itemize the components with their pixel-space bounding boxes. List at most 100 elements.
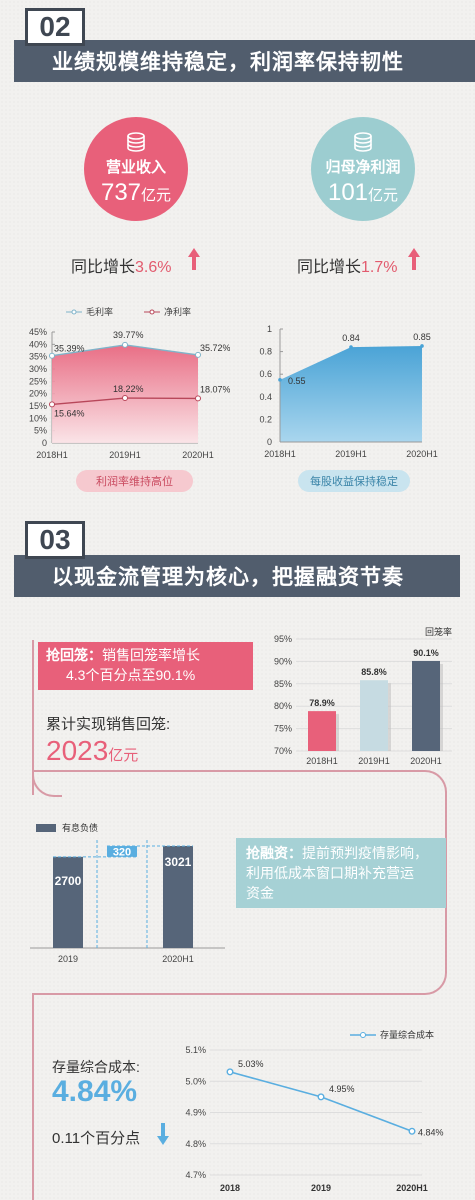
collection-cum-label: 累计实现销售回笼: <box>46 716 171 733</box>
x-tick-label: 2020H1 <box>396 1183 428 1193</box>
collection-cum-value: 2023亿元 <box>46 735 139 766</box>
profit-circle: 归母净利润 101亿元 <box>311 117 415 221</box>
y-tick-label: 1 <box>267 324 272 334</box>
data-label: 35.39% <box>54 344 85 354</box>
profit-label: 归母净利润 <box>325 158 401 176</box>
y-tick-label: 95% <box>274 634 292 644</box>
y-tick-label: 75% <box>274 724 292 734</box>
legend-swatch <box>36 824 56 832</box>
x-tick-label: 2020H1 <box>182 450 214 460</box>
bar <box>53 856 83 948</box>
x-tick-label: 2018 <box>220 1183 240 1193</box>
data-label: 4.84% <box>418 1127 444 1137</box>
revenue-yoy: 同比增长3.6% <box>71 259 172 276</box>
financing-box: 抢融资：提前预判疫情影响， 利用低成本窗口期补充营运 资金 <box>236 838 446 908</box>
legend-marker <box>360 1032 366 1038</box>
data-label: 5.03% <box>238 1059 264 1069</box>
data-label: 320 <box>113 846 131 858</box>
cost-label: 存量综合成本: <box>52 1059 140 1075</box>
data-point <box>317 1093 325 1101</box>
x-tick-label: 2020H1 <box>410 756 442 766</box>
y-tick-label: 80% <box>274 701 292 711</box>
x-tick-label: 2018H1 <box>264 449 296 459</box>
data-label: 15.64% <box>54 408 85 418</box>
cost-value: 4.84% <box>52 1075 138 1108</box>
data-point <box>195 351 201 358</box>
data-label: 78.9% <box>309 698 335 708</box>
arrow-down-icon <box>157 1123 169 1145</box>
y-tick-label: 5% <box>34 426 47 436</box>
section-title-banner: 业绩规模维持稳定，利润率保持韧性 <box>14 40 475 82</box>
eps-caption-pill: 每股收益保持稳定 <box>298 470 410 492</box>
arrow-up-icon <box>408 248 420 270</box>
x-tick-label: 2019H1 <box>335 449 367 459</box>
x-tick-label: 2019H1 <box>358 756 390 766</box>
x-tick-label: 2019 <box>58 954 78 964</box>
legend-label: 净利率 <box>164 306 191 317</box>
data-point <box>49 352 55 359</box>
margin-line-chart: 45% 40% 35% 30% 25% 20% 15% 10% 5% 0 35.39% 39.77% 3… <box>29 306 230 460</box>
section-title-banner: 以现金流管理为核心，把握融资节奏 <box>14 555 460 597</box>
y-tick-label: 45% <box>29 327 47 337</box>
y-tick-label: 5.0% <box>185 1076 206 1086</box>
profit-value: 101亿元 <box>327 178 399 206</box>
y-tick-label: 10% <box>29 413 47 423</box>
y-tick-label: 0.4 <box>259 392 272 402</box>
chart-title: 回笼率 <box>425 626 452 637</box>
y-tick-label: 4.9% <box>185 1108 206 1118</box>
financing-tag: 抢融资： <box>246 845 302 861</box>
data-point <box>226 1068 234 1076</box>
data-point <box>122 341 128 348</box>
y-tick-label: 20% <box>29 389 47 399</box>
data-point <box>195 395 201 402</box>
y-tick-label: 85% <box>274 679 292 689</box>
y-tick-label: 0.8 <box>259 347 272 357</box>
data-label: 85.8% <box>361 667 387 677</box>
data-point <box>349 345 353 349</box>
frame-curve <box>32 770 447 995</box>
collection-box: 抢回笼：销售回笼率增长 4.3个百分点至90.1% <box>38 642 253 690</box>
data-label: 18.22% <box>113 384 144 394</box>
y-tick-label: 25% <box>29 376 47 386</box>
section-number-text: 02 <box>39 11 71 42</box>
profit-yoy: 同比增长1.7% <box>297 259 398 276</box>
legend-label: 有息负债 <box>62 822 98 833</box>
y-tick-label: 15% <box>29 401 47 411</box>
collection-line1: 抢回笼：销售回笼率增长 <box>46 647 200 663</box>
x-tick-label: 2020H1 <box>406 449 438 459</box>
y-tick-label: 4.7% <box>185 1170 206 1180</box>
revenue-label: 营业收入 <box>105 158 166 176</box>
collection-line2: 4.3个百分点至90.1% <box>66 667 196 683</box>
bar <box>163 846 193 948</box>
data-label: 90.1% <box>413 648 439 658</box>
data-point <box>408 1127 416 1135</box>
y-tick-label: 70% <box>274 746 292 756</box>
x-tick-label: 2019H1 <box>109 450 141 460</box>
x-tick-label: 2020H1 <box>162 954 194 964</box>
legend-marker <box>71 309 77 315</box>
data-label: 0.85 <box>413 332 431 342</box>
data-point <box>122 395 128 402</box>
data-label: 4.95% <box>329 1084 355 1094</box>
data-label: 18.07% <box>200 384 230 394</box>
x-tick-label: 2018H1 <box>36 450 68 460</box>
y-tick-label: 5.1% <box>185 1045 206 1055</box>
eps-area <box>280 345 422 442</box>
section-title: 以现金流管理为核心，把握融资节奏 <box>52 566 404 589</box>
margin-caption-pill: 利润率维持高位 <box>76 470 193 492</box>
bar <box>360 680 388 751</box>
arrow-up-icon <box>188 248 200 270</box>
y-tick-label: 0.2 <box>259 414 272 424</box>
section-number-text: 03 <box>39 524 71 555</box>
y-tick-label: 0.6 <box>259 369 272 379</box>
eps-area-chart: 1 0.8 0.6 0.4 0.2 0 0.55 0.84 0.85 2018H1 2019H1 20… <box>259 324 438 459</box>
coins-icon <box>127 131 145 152</box>
data-point <box>278 378 282 382</box>
coins-icon <box>354 131 372 152</box>
data-label: 39.77% <box>113 330 144 340</box>
y-tick-label: 90% <box>274 656 292 666</box>
frame-line <box>32 995 34 1200</box>
data-label: 2700 <box>55 874 82 888</box>
gross-margin-area <box>52 344 198 443</box>
data-label: 0.55 <box>288 376 306 386</box>
